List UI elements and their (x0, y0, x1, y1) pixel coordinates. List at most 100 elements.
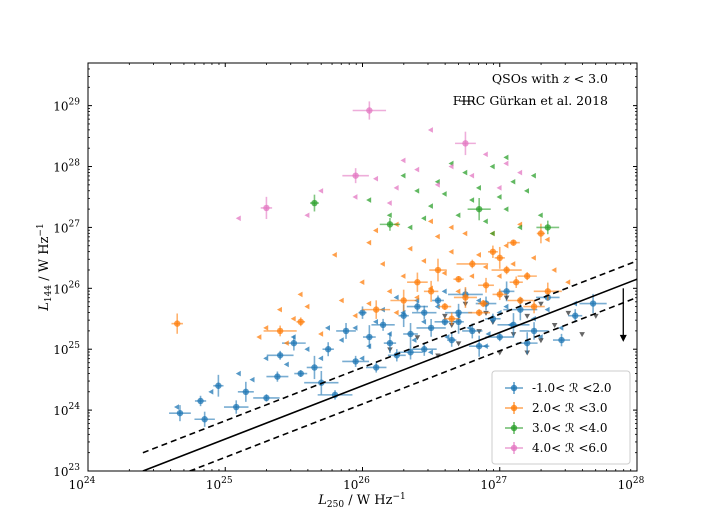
y-tick-label: 1027 (53, 219, 80, 235)
detection-point-s0 (201, 416, 208, 423)
detection-point-s0 (475, 342, 483, 350)
firc-upper-line (142, 260, 637, 454)
left-limit-marker-s0 (249, 376, 255, 383)
left-limit-marker-s0 (441, 288, 447, 295)
left-limit-marker-s1 (297, 291, 303, 298)
x-tick-label: 1025 (206, 476, 233, 492)
left-limit-marker-s3 (482, 151, 488, 158)
detection-point-s1 (482, 282, 490, 289)
left-limit-marker-s2 (537, 212, 543, 219)
y-tick-label: 1029 (53, 98, 80, 114)
left-limit-marker-s2 (386, 212, 392, 219)
left-limit-marker-s1 (510, 261, 516, 267)
left-limit-marker-s3 (469, 172, 475, 179)
detection-point-s3 (462, 140, 469, 147)
left-limit-marker-s1 (359, 279, 365, 286)
left-limit-marker-s0 (338, 337, 344, 343)
detection-point-s0 (517, 306, 524, 313)
left-limit-marker-s3 (400, 157, 406, 164)
down-limit-marker (565, 310, 572, 316)
detection-point-s0 (233, 403, 240, 411)
left-limit-marker-s2 (400, 172, 406, 179)
down-limit-marker (524, 313, 530, 319)
y-tick-label: 1025 (53, 341, 80, 357)
detection-point-s1 (427, 288, 435, 295)
left-limit-marker-s1 (441, 270, 447, 276)
firc-lines-layer (142, 260, 637, 471)
x-tick-label: 1027 (480, 476, 507, 492)
detection-point-s1 (510, 239, 517, 246)
left-limit-marker-s0 (208, 389, 214, 395)
detection-point-s0 (366, 333, 373, 341)
detection-point-s1 (297, 318, 304, 326)
legend-marker-2 (510, 424, 518, 432)
detection-point-s1 (174, 320, 181, 327)
left-limit-marker-s1 (462, 230, 468, 237)
detection-point-s0 (414, 303, 421, 310)
left-limit-marker-s2 (475, 185, 481, 191)
detection-point-s1 (475, 309, 483, 316)
left-limit-marker-s2 (530, 172, 536, 179)
left-limit-marker-s1 (263, 325, 269, 331)
detection-point-s1 (434, 266, 442, 274)
legend-label-3: 4.0< ℛ <6.0 (532, 441, 607, 455)
y-tick-label: 1024 (53, 402, 80, 418)
left-limit-marker-s1 (448, 248, 454, 255)
left-limit-marker-s1 (427, 218, 433, 225)
left-limit-marker-s3 (386, 200, 392, 206)
detection-point-s1 (517, 297, 524, 304)
detection-point-s2 (544, 224, 551, 231)
left-limit-marker-s1 (331, 252, 337, 258)
left-limit-marker-s1 (366, 300, 372, 307)
left-limit-marker-s3 (393, 185, 399, 191)
left-limit-marker-s0 (283, 361, 289, 368)
left-limit-marker-s1 (469, 273, 475, 279)
firc-line (142, 278, 637, 471)
left-limit-marker-s1 (276, 306, 282, 313)
left-limit-marker-s3 (517, 169, 523, 176)
down-limit-marker (538, 301, 544, 307)
left-limit-marker-s1 (544, 236, 550, 243)
left-limit-marker-s3 (496, 185, 502, 191)
detection-point-s0 (530, 327, 538, 335)
detection-point-s1 (530, 303, 538, 310)
left-limit-marker-s0 (485, 331, 491, 337)
firc-legend-label: FIRC Gürkan et al. 2018 (453, 93, 608, 108)
detection-point-s0 (496, 333, 503, 341)
left-limit-marker-s1 (338, 297, 344, 304)
left-limit-marker-s0 (263, 355, 269, 362)
left-limit-marker-s1 (366, 239, 372, 246)
detection-point-s3 (263, 204, 270, 212)
detection-point-s0 (352, 358, 359, 365)
left-limit-marker-s0 (393, 294, 399, 301)
detection-point-s0 (263, 394, 270, 402)
detection-point-s1 (469, 260, 476, 268)
left-limit-marker-s2 (503, 154, 509, 161)
detection-point-s1 (524, 272, 531, 280)
detection-point-s0 (311, 364, 318, 371)
left-limit-marker-s1 (434, 233, 440, 240)
detection-point-s0 (324, 346, 332, 353)
left-limit-marker-s1 (565, 279, 571, 286)
left-limit-marker-s0 (475, 297, 481, 304)
left-limit-marker-s1 (496, 273, 502, 279)
left-limit-marker-s1 (304, 303, 310, 310)
left-limit-marker-s3 (427, 127, 433, 133)
legend-marker-3 (510, 444, 518, 452)
left-limit-marker-s1 (290, 315, 296, 322)
detection-point-s1 (448, 315, 455, 322)
detection-point-s1 (513, 279, 520, 286)
axis-ticks: 1024 1025 1026 1027 102810231024102510261027… (53, 62, 645, 492)
left-limit-marker-s3 (318, 188, 324, 194)
detection-point-s1 (537, 230, 545, 237)
detection-point-s3 (366, 107, 373, 114)
detection-point-s0 (503, 288, 510, 295)
legend-marker-1 (510, 404, 518, 412)
down-limit-marker (448, 323, 455, 329)
left-limit-marker-s1 (475, 252, 481, 258)
detection-point-s0 (359, 309, 366, 316)
down-limit-marker (538, 338, 544, 344)
detection-point-s0 (427, 324, 435, 332)
left-limit-marker-s1 (530, 255, 536, 261)
left-limit-marker-s2 (503, 206, 509, 212)
